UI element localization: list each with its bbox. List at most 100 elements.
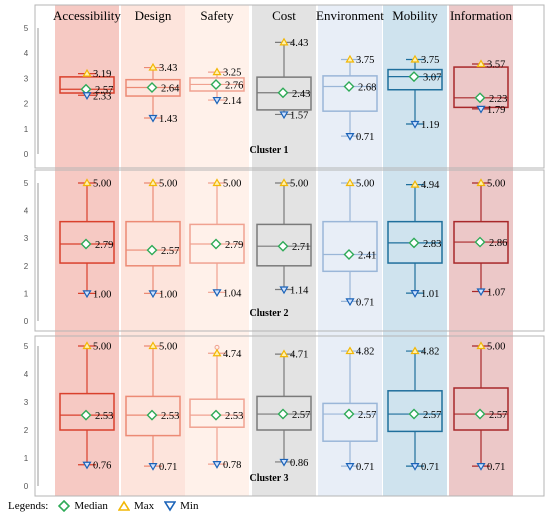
panel-border bbox=[34, 335, 545, 497]
iqr-box bbox=[387, 68, 443, 91]
max-value-label: 5.00 bbox=[93, 179, 111, 190]
max-value-label: 5.00 bbox=[159, 342, 177, 353]
legend: Legends: Median Max Min bbox=[8, 500, 198, 512]
y-tick-label: 1 bbox=[24, 454, 29, 463]
iqr-box bbox=[387, 390, 443, 433]
median-value-label: 2.57 bbox=[95, 85, 113, 96]
legend-max: Max bbox=[117, 500, 155, 512]
max-marker bbox=[148, 341, 158, 350]
min-value-label: 0.71 bbox=[356, 297, 374, 308]
min-value-label: 1.00 bbox=[93, 289, 111, 300]
median-marker bbox=[343, 248, 355, 260]
max-value-label: 5.00 bbox=[159, 179, 177, 190]
max-value-label: 4.74 bbox=[223, 349, 242, 360]
max-value-label: 3.43 bbox=[159, 63, 177, 74]
min-marker-icon bbox=[164, 501, 177, 512]
median-value-label: 2.57 bbox=[292, 410, 310, 421]
min-marker bbox=[212, 289, 222, 297]
min-value-label: 1.07 bbox=[487, 287, 505, 298]
y-tick-label: 4 bbox=[24, 370, 29, 379]
max-marker bbox=[345, 346, 355, 355]
y-tick-label: 5 bbox=[24, 24, 29, 33]
min-value-label: 1.79 bbox=[487, 105, 505, 116]
iqr-box bbox=[322, 220, 378, 273]
max-marker bbox=[82, 178, 92, 187]
max-marker bbox=[82, 68, 92, 77]
legend-max-label: Max bbox=[133, 500, 155, 512]
category-label: Information bbox=[450, 8, 513, 23]
iqr-box bbox=[125, 220, 181, 267]
median-marker bbox=[474, 408, 486, 420]
median-value-label: 2.41 bbox=[358, 250, 376, 261]
iqr-box bbox=[125, 395, 181, 437]
median-value-label: 2.57 bbox=[358, 410, 376, 421]
max-marker bbox=[410, 54, 420, 63]
median-value-label: 2.83 bbox=[423, 239, 441, 250]
max-value-label: 4.82 bbox=[356, 347, 374, 358]
median-marker bbox=[474, 92, 486, 104]
median-value-label: 2.53 bbox=[225, 411, 243, 422]
y-tick-label: 0 bbox=[24, 317, 29, 326]
min-value-label: 1.57 bbox=[290, 110, 308, 121]
max-value-label: 3.75 bbox=[421, 55, 439, 66]
iqr-box bbox=[453, 387, 509, 431]
panel-border bbox=[34, 169, 545, 332]
min-marker bbox=[345, 463, 355, 471]
iqr-box bbox=[256, 76, 312, 111]
median-value-label: 2.57 bbox=[489, 410, 507, 421]
max-marker bbox=[82, 341, 92, 350]
max-value-label: 3.75 bbox=[356, 55, 374, 66]
y-tick-label: 3 bbox=[24, 74, 29, 83]
max-marker bbox=[148, 62, 158, 71]
max-value-label: 5.00 bbox=[290, 179, 308, 190]
max-marker bbox=[476, 59, 486, 68]
legend-median-label: Median bbox=[74, 500, 108, 512]
min-marker bbox=[82, 461, 92, 470]
y-tick-label: 2 bbox=[24, 426, 29, 435]
min-value-label: 0.71 bbox=[487, 462, 505, 473]
y-tick-label: 2 bbox=[24, 262, 29, 271]
cluster-panel: 0 1 2 3 4 5 5.00 2.53 0.76 5.00 2.53 0.71 4.74 2.53 0.… bbox=[24, 335, 545, 497]
median-value-label: 3.07 bbox=[423, 73, 441, 84]
max-marker bbox=[279, 349, 289, 358]
max-value-label: 5.00 bbox=[487, 342, 505, 353]
y-tick-label: 5 bbox=[24, 342, 29, 351]
y-tick-label: 4 bbox=[24, 49, 29, 58]
category-label: Accessibility bbox=[53, 8, 121, 23]
max-marker bbox=[212, 67, 222, 76]
y-tick-label: 5 bbox=[24, 179, 29, 188]
median-value-label: 2.64 bbox=[161, 83, 180, 94]
iqr-box bbox=[59, 392, 115, 431]
median-marker bbox=[146, 81, 158, 93]
max-marker bbox=[279, 37, 289, 46]
min-marker bbox=[476, 288, 486, 297]
min-marker bbox=[279, 111, 289, 120]
min-value-label: 0.71 bbox=[356, 132, 374, 143]
iqr-box bbox=[59, 220, 115, 264]
iqr-box bbox=[322, 75, 378, 112]
median-marker bbox=[146, 409, 158, 421]
median-marker bbox=[408, 408, 420, 420]
median-marker bbox=[408, 71, 420, 83]
iqr-box bbox=[256, 395, 312, 431]
min-value-label: 2.33 bbox=[93, 91, 111, 102]
cluster-label: Cluster 1 bbox=[250, 145, 289, 156]
max-marker bbox=[476, 178, 486, 187]
min-marker bbox=[410, 120, 420, 129]
min-value-label: 1.43 bbox=[159, 114, 177, 125]
category-label: Cost bbox=[272, 8, 296, 23]
median-marker bbox=[277, 87, 289, 99]
median-value-label: 2.53 bbox=[161, 411, 179, 422]
category-label: Safety bbox=[200, 8, 234, 23]
min-marker bbox=[212, 96, 222, 105]
cluster-label: Cluster 3 bbox=[250, 473, 289, 484]
min-marker bbox=[279, 286, 289, 295]
max-value-label: 4.71 bbox=[290, 350, 308, 361]
median-marker bbox=[210, 409, 222, 421]
median-value-label: 2.79 bbox=[225, 240, 243, 251]
cluster-label: Cluster 2 bbox=[250, 308, 289, 319]
y-tick-label: 0 bbox=[24, 482, 29, 491]
max-marker bbox=[410, 179, 420, 188]
legend-min-label: Min bbox=[180, 500, 199, 512]
median-value-label: 2.79 bbox=[95, 240, 113, 251]
